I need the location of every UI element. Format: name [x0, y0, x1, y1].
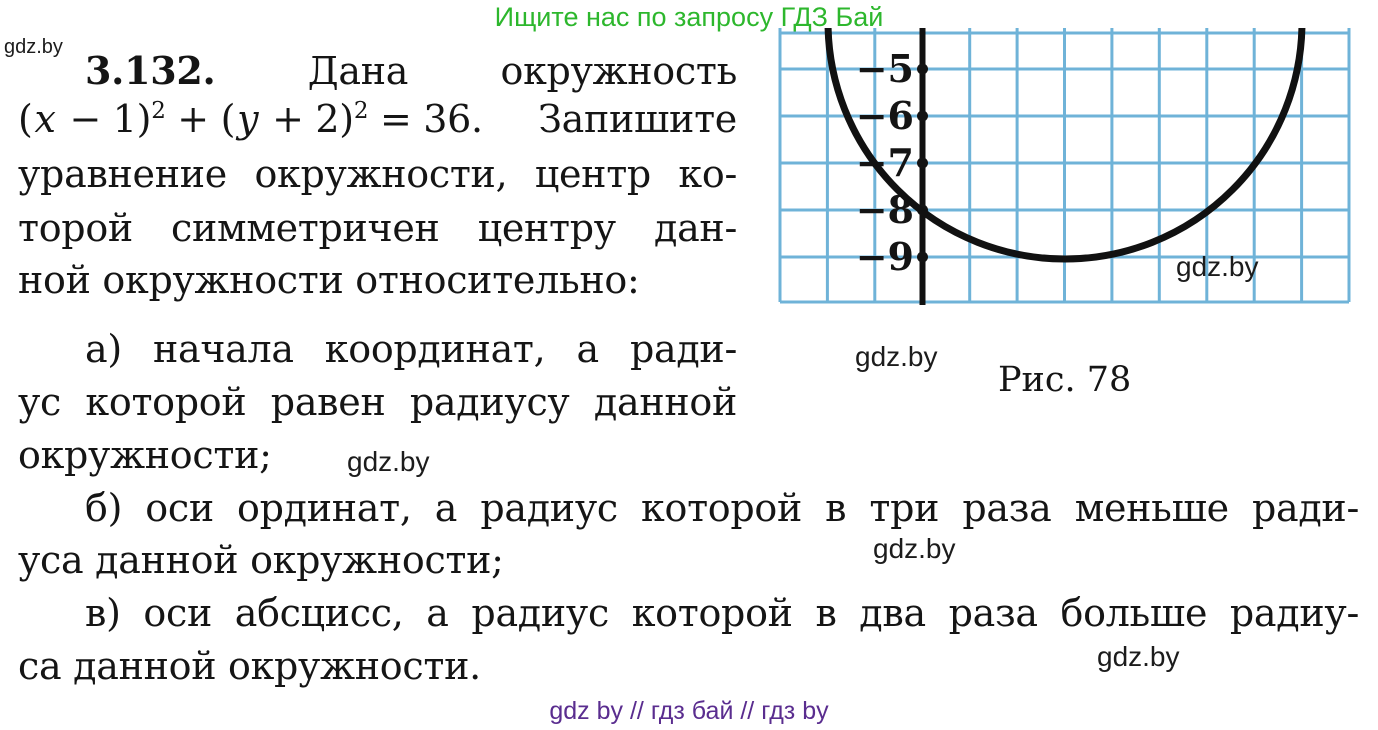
part-a-line-2: ус которой равен радиусу данной [18, 380, 737, 424]
problem-line-4: торой симметричен центру дан- [18, 206, 737, 250]
footer-watermark-line: gdz by // гдз бай // гдз by [549, 697, 829, 725]
part-v-line-2: са данной окружности. [18, 644, 481, 688]
math-segment: − 1) [57, 97, 152, 141]
math-segment: + ( [165, 97, 236, 141]
axis-tick-dot [917, 110, 928, 122]
promo-banner: Ищите нас по запросу ГДЗ Бай [494, 2, 884, 32]
math-segment: x [34, 97, 56, 141]
math-segment: y [237, 97, 259, 141]
part-b-line-1: б) оси ординат, а радиус которой в три р… [85, 486, 1359, 530]
math-superscript: 2 [353, 98, 369, 124]
watermark-after-part-b: gdz.by [873, 533, 956, 564]
watermark-after-part-a: gdz.by [347, 446, 430, 477]
axis-tick-dot [917, 63, 928, 75]
watermark-after-part-v: gdz.by [1097, 641, 1180, 672]
math-tail-word: Запишите [538, 97, 737, 141]
problem-word-circle: окружность [500, 49, 738, 93]
math-segment: = 36. [368, 97, 483, 141]
y-axis-label-minus9: −9 [856, 234, 914, 279]
problem-line-2: (x − 1)2 + (y + 2)2 = 36. Запишите [18, 96, 737, 148]
axis-tick-dot [917, 251, 928, 263]
figure-78-plot: −5 −6 −7 −8 −9 [778, 28, 1351, 305]
problem-line-5: ной окружности относительно: [18, 258, 640, 302]
y-axis-label-minus6: −6 [856, 93, 914, 138]
problem-number: 3.132. [85, 48, 216, 93]
figure-caption: Рис. 78 [998, 360, 1132, 400]
part-v-line-1: в) оси абсцисс, а радиус которой в два р… [85, 591, 1359, 635]
grid-horizontal-lines [780, 31, 1349, 304]
problem-line-1: 3.132. Дана окружность [18, 48, 737, 94]
watermark-caption-side: gdz.by [855, 341, 938, 372]
problem-line-3: уравнение окружности, центр ко- [18, 152, 737, 196]
circle-arc [824, 28, 1306, 263]
math-superscript: 2 [151, 98, 166, 124]
part-a-line-3: окружности; [18, 433, 272, 477]
problem-word-dana: Дана [307, 49, 409, 93]
watermark-top-left: gdz.by [4, 36, 63, 58]
part-a-line-1: а) начала координат, а ради- [85, 327, 737, 371]
part-b-line-2: уса данной окружности; [18, 538, 504, 582]
y-axis-label-minus5: −5 [856, 46, 914, 91]
watermark-figure-inner: gdz.by [1176, 251, 1259, 282]
axis-tick-dot [917, 157, 928, 169]
math-segment: ( [18, 97, 33, 141]
math-expression: (x − 1)2 + (y + 2)2 = 36. [18, 96, 483, 148]
math-segment: + 2) [260, 97, 354, 141]
